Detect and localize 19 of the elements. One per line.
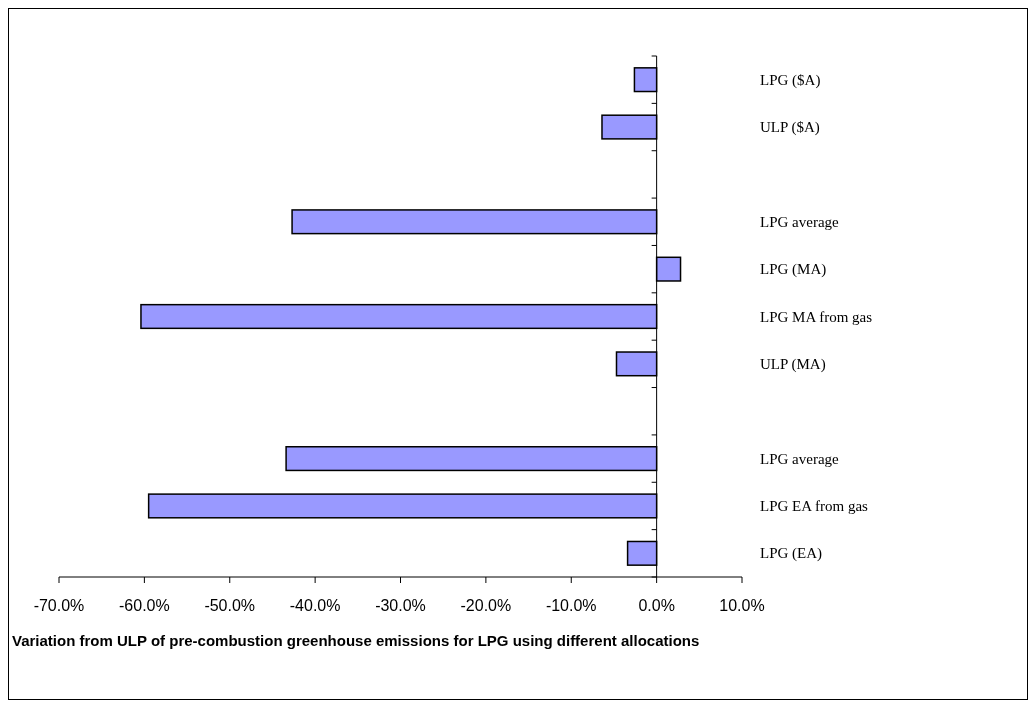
x-tick-label: -10.0%: [545, 597, 597, 614]
x-tick-label: -70.0%: [33, 597, 85, 614]
y-tick-label: LPG EA from gas: [760, 497, 869, 514]
y-tick-label: LPG (MA): [760, 261, 827, 279]
x-tick-label: 0.0%: [638, 597, 675, 614]
x-tick-label: 10.0%: [719, 597, 765, 614]
y-tick-label: LPG ($A): [760, 71, 821, 89]
y-tick-label: LPG (EA): [760, 545, 823, 563]
x-tick-label: -40.0%: [289, 597, 341, 614]
y-tick-label: LPG average: [760, 213, 840, 230]
x-tick-label: -60.0%: [119, 597, 170, 614]
y-tick-label: LPG average: [760, 450, 840, 467]
y-tick-label: ULP (MA): [760, 355, 826, 373]
y-tick-label: ULP ($A): [760, 119, 820, 137]
x-tick-label: -30.0%: [375, 597, 426, 614]
x-tick-label: -20.0%: [460, 597, 512, 614]
y-tick-label: LPG MA from gas: [760, 308, 873, 325]
x-tick-label: -50.0%: [204, 597, 256, 614]
x-axis-title: Variation from ULP of pre-combustion greenhouse emissions for LPG using different allocations: [12, 632, 700, 649]
